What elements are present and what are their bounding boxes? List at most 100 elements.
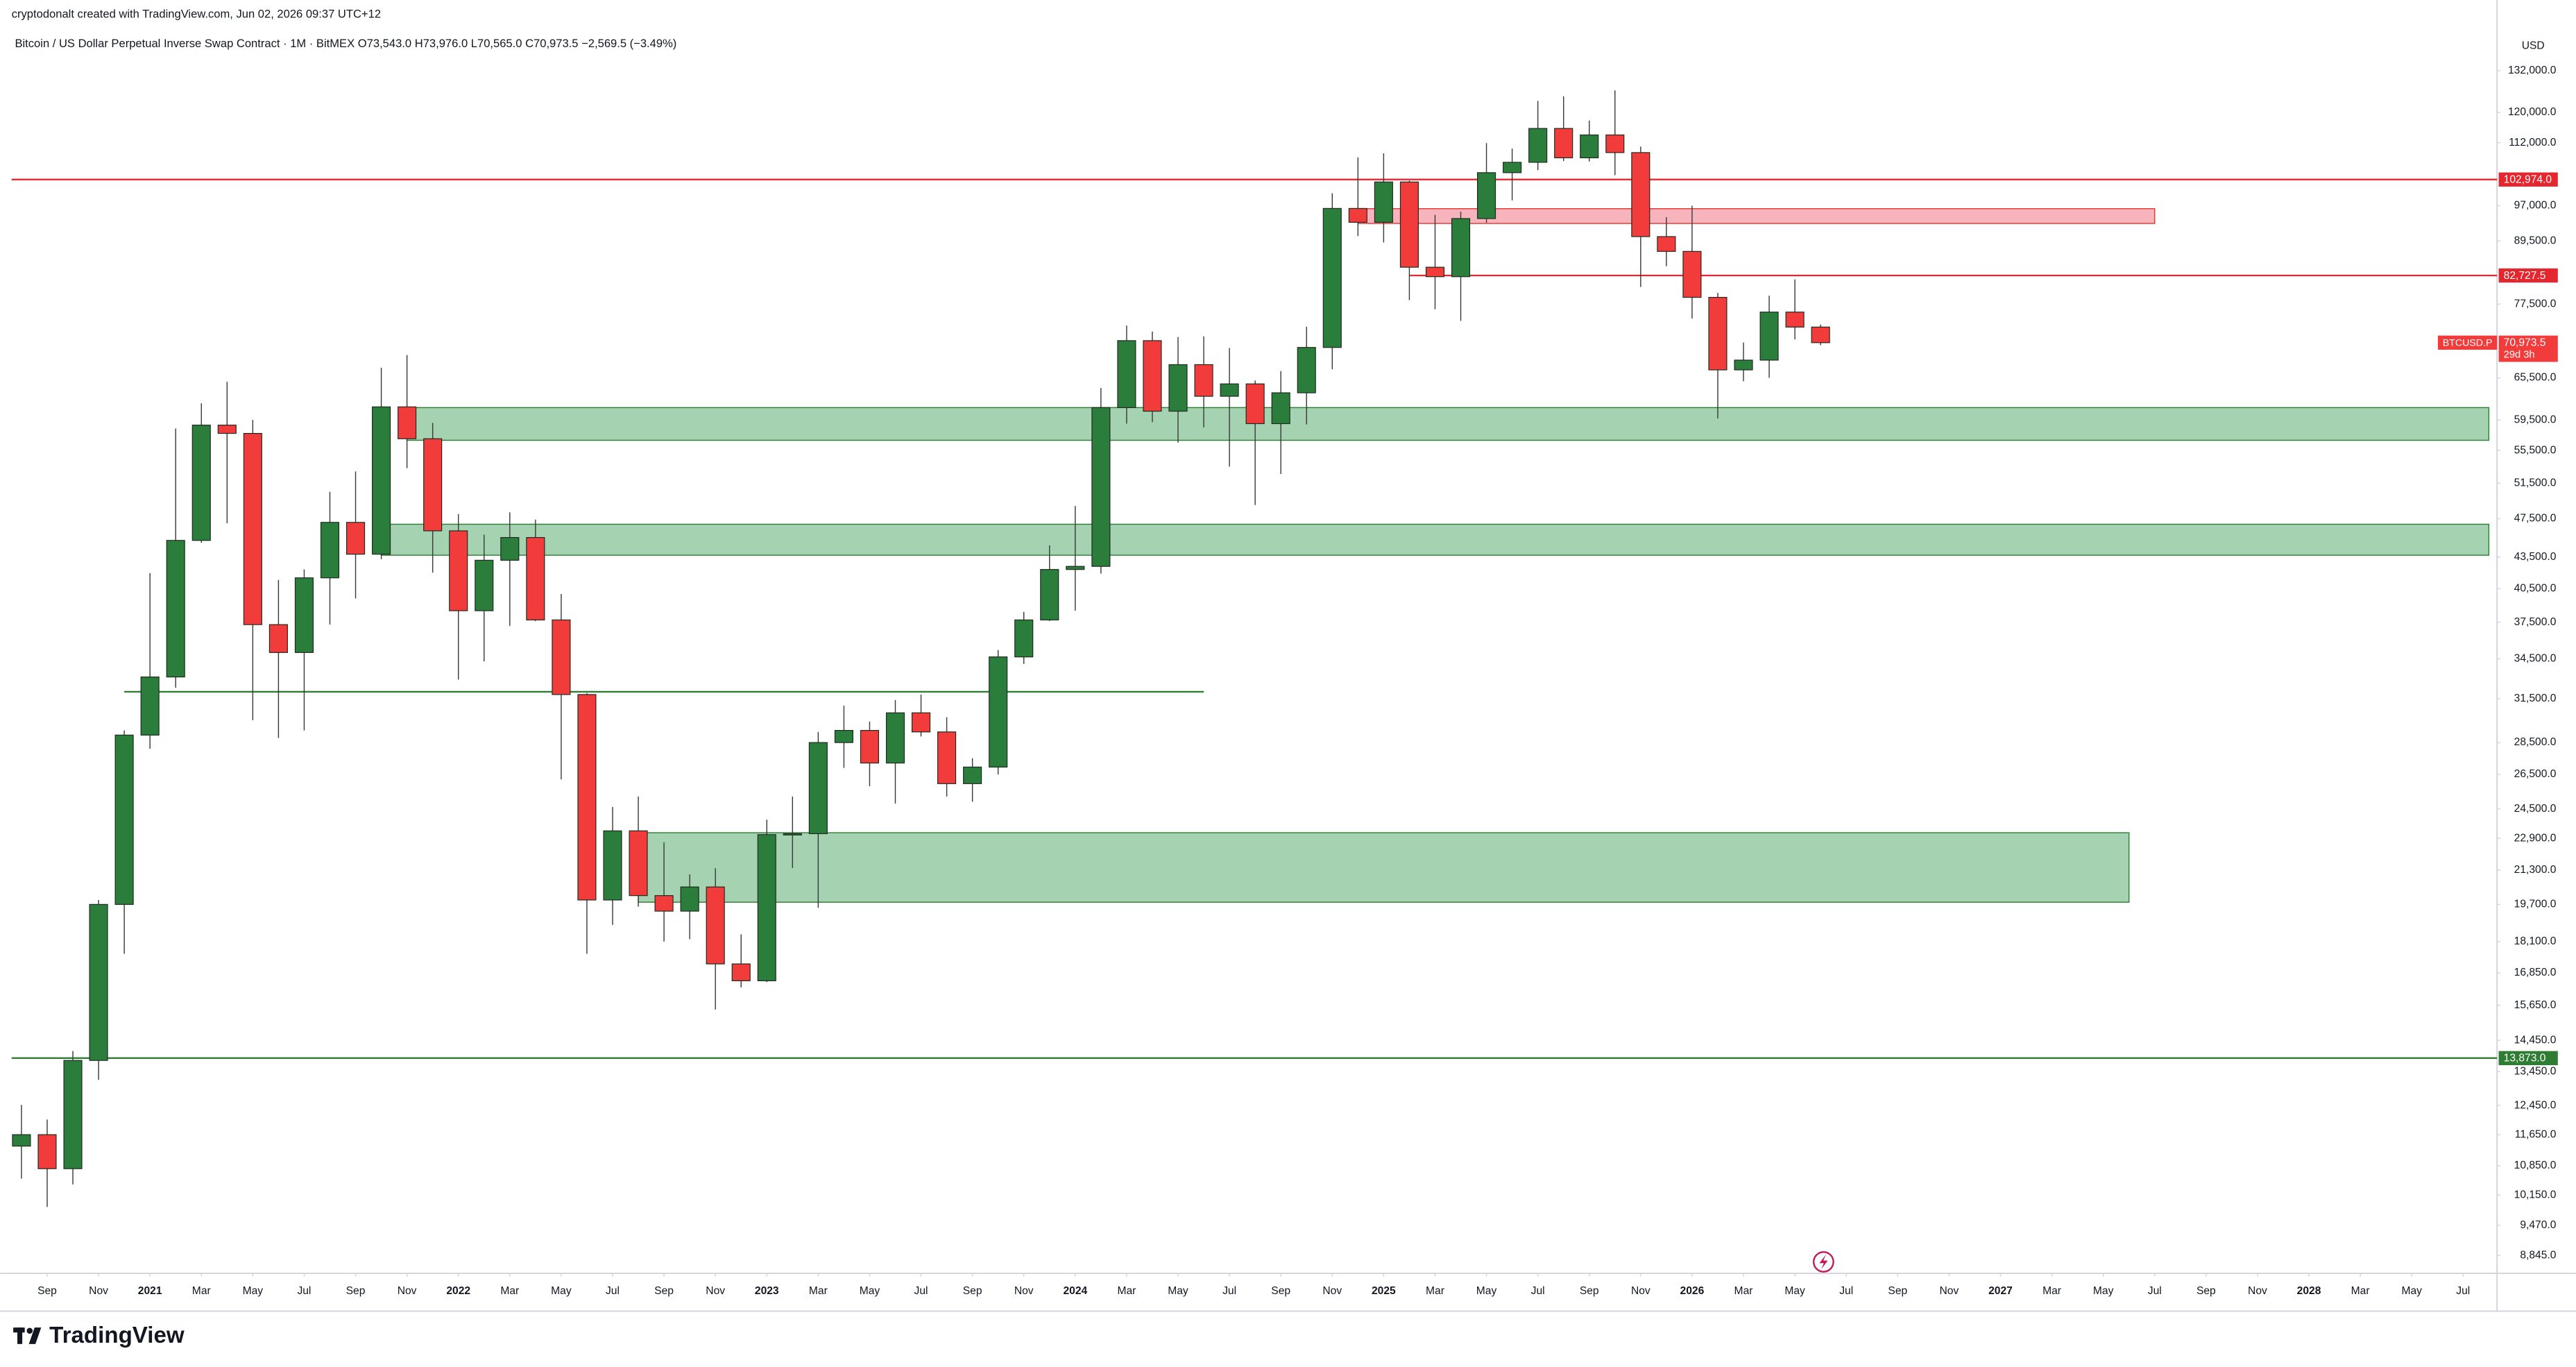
level-label-box: [2498, 1051, 2558, 1066]
price-unit: USD: [2522, 40, 2545, 51]
y-tick-label: 18,100.0: [2514, 935, 2557, 947]
x-tick-label: May: [551, 1285, 572, 1297]
candle-body: [1322, 207, 1342, 348]
candle-body: [1348, 207, 1367, 223]
candles: [12, 90, 1830, 1207]
candle-body: [423, 438, 443, 532]
candle-body: [243, 432, 262, 625]
x-tick-label: Mar: [1117, 1285, 1136, 1297]
y-tick-label: 132,000.0: [2508, 65, 2557, 76]
icon-bolt: [1819, 1254, 1828, 1270]
y-tick-label: 16,850.0: [2514, 967, 2557, 978]
candle-body: [1117, 340, 1136, 408]
y-tick-label: 34,500.0: [2514, 653, 2557, 665]
y-tick-label: 9,470.0: [2520, 1219, 2556, 1231]
level-label-box: [2498, 172, 2558, 187]
candle-body: [603, 830, 622, 901]
candle-body: [1580, 134, 1599, 159]
candle-body: [114, 734, 134, 905]
zones: [380, 208, 2490, 903]
candle-body: [1014, 619, 1034, 658]
candle-body: [1631, 152, 1650, 237]
candle-body: [1168, 364, 1188, 412]
x-tick-label: Nov: [1322, 1285, 1342, 1297]
x-tick-label: Mar: [2042, 1285, 2061, 1297]
x-tick-label: 2023: [755, 1285, 779, 1297]
x-tick-label: May: [2401, 1285, 2422, 1297]
candle-body: [680, 886, 699, 912]
y-tick-label: 19,700.0: [2514, 898, 2557, 910]
symbol-label-box: [2437, 335, 2498, 350]
y-tick-label: 43,500.0: [2514, 551, 2557, 563]
symbol-title: Bitcoin / US Dollar Perpetual Inverse Sw…: [15, 37, 355, 50]
candle-body: [654, 895, 674, 912]
x-tick-label: Sep: [1580, 1285, 1599, 1297]
x-tick-label: Jul: [297, 1285, 311, 1297]
icon-ring: [1813, 1251, 1834, 1273]
candle-body: [89, 903, 108, 1061]
x-tick-label: Sep: [1888, 1285, 1907, 1297]
x-tick-label: Mar: [1734, 1285, 1753, 1297]
candle-body: [1785, 312, 1805, 328]
brand-name: TradingView: [49, 1323, 185, 1348]
x-tick-label: Sep: [2197, 1285, 2216, 1297]
y-tick-label: 112,000.0: [2509, 137, 2557, 148]
candle-body: [217, 425, 237, 434]
level-label-box: [2498, 268, 2558, 283]
x-tick-label: 2027: [1988, 1285, 2013, 1297]
candle-body: [1374, 181, 1393, 223]
levels: 102,974.0 82,727.5 13,873.0: [11, 172, 2558, 1066]
ohlc-low: L70,565.0: [471, 37, 522, 50]
y-tick-label: 10,850.0: [2514, 1160, 2557, 1171]
candle-body: [629, 830, 648, 897]
y-tick-label: 24,500.0: [2514, 803, 2557, 815]
countdown-label: 29d 3h: [2504, 349, 2535, 360]
ohlc-open: O73,543.0: [358, 37, 411, 50]
candle-body: [989, 656, 1008, 768]
y-tick-label: 22,900.0: [2514, 832, 2557, 844]
x-tick-label: Mar: [809, 1285, 828, 1297]
x-tick-label: 2022: [446, 1285, 470, 1297]
candle-body: [757, 834, 776, 982]
symbol-label: BTCUSD.P: [2443, 337, 2493, 348]
candle-body: [12, 1134, 31, 1147]
x-tick-label: May: [2093, 1285, 2114, 1297]
candle-body: [63, 1060, 83, 1169]
x-tick-label: Mar: [2351, 1285, 2370, 1297]
candle-body: [1451, 218, 1471, 278]
candle-body: [577, 694, 597, 901]
candle-body: [834, 730, 853, 743]
y-tick-label: 120,000.0: [2508, 106, 2557, 118]
y-tick-label: 47,500.0: [2514, 513, 2557, 525]
candle-body: [294, 577, 314, 653]
candle-body: [1194, 364, 1213, 397]
y-tick-label: 21,300.0: [2514, 864, 2557, 876]
candle-body: [1759, 312, 1779, 361]
zone: [380, 523, 2490, 556]
x-tick-label: Nov: [89, 1285, 108, 1297]
logo-part: [17, 1327, 23, 1344]
y-tick-label: 13,450.0: [2514, 1066, 2557, 1078]
candle-body: [37, 1134, 57, 1169]
candle-body: [140, 677, 160, 736]
candle-body: [1528, 128, 1548, 163]
price-label-box: [2498, 335, 2558, 362]
x-tick-label: Sep: [346, 1285, 366, 1297]
x-tick-label: Jul: [914, 1285, 928, 1297]
y-tick-label: 14,450.0: [2514, 1034, 2557, 1046]
candle-body: [706, 886, 725, 965]
candle-body: [1399, 181, 1419, 268]
candle-body: [860, 730, 880, 764]
candle-body: [1245, 383, 1265, 425]
level-label: 13,873.0: [2504, 1053, 2546, 1064]
candle-body: [1425, 266, 1445, 278]
x-tick-label: Jul: [2148, 1285, 2162, 1297]
candle-body: [1297, 347, 1316, 393]
x-tick-label: Mar: [192, 1285, 211, 1297]
candle-body: [526, 537, 545, 620]
replay-icon[interactable]: [1813, 1251, 1834, 1273]
candle-body: [1554, 128, 1573, 159]
x-tick-label: Jul: [2456, 1285, 2470, 1297]
candle-body: [885, 712, 905, 764]
